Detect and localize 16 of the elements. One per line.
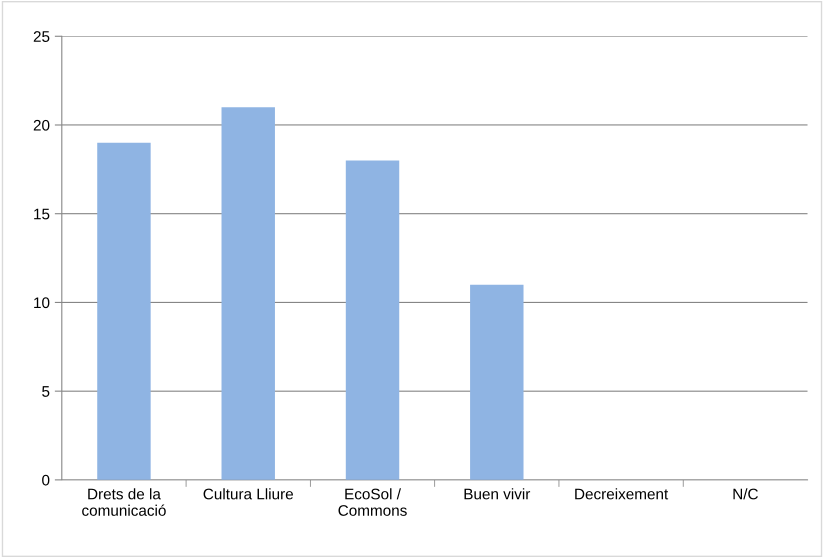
y-tick-label: 15: [34, 208, 50, 220]
x-tick-label: Drets de la comunicació: [82, 488, 166, 516]
x-tick-label: EcoSol / Commons: [338, 488, 407, 516]
y-tick-label: 10: [34, 297, 50, 308]
y-tick-label: 20: [34, 120, 50, 131]
x-tick-label: Cultura Lliure: [204, 488, 293, 500]
bar: [222, 107, 275, 480]
bar: [346, 160, 400, 480]
x-tick-label: Buen vivir: [464, 488, 530, 500]
x-tick-label: Decreixement: [575, 488, 668, 500]
y-tick-label: 5: [42, 386, 50, 397]
y-tick-label: 0: [42, 474, 50, 486]
x-tick-label: N/C: [733, 488, 758, 500]
bar: [97, 142, 151, 480]
y-tick-label: 25: [34, 31, 50, 42]
bar: [470, 284, 524, 480]
